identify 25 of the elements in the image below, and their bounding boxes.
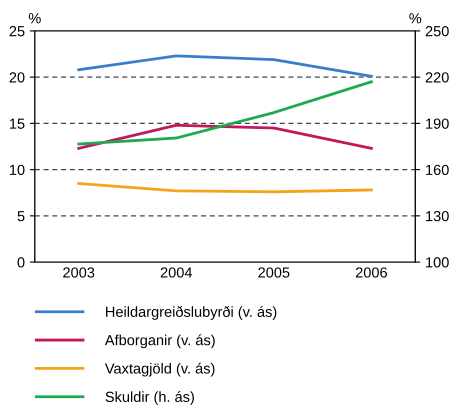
x-tick-label: 2003 bbox=[63, 267, 94, 278]
y-tick-label: 10 bbox=[10, 164, 25, 176]
line-series bbox=[77, 80, 373, 146]
x-tick-label: 2005 bbox=[258, 267, 290, 278]
y-tick-label: 20 bbox=[10, 72, 25, 83]
legend-label: Vaxtagjöld (v. ás) bbox=[104, 362, 214, 377]
legend-label: Heildargreiðslubyrði (v. ás) bbox=[106, 306, 276, 320]
y-tick-label: 0 bbox=[18, 257, 25, 268]
y2-tick-label: 190 bbox=[426, 118, 449, 129]
line-series bbox=[77, 182, 373, 194]
x-tick-label: 2006 bbox=[356, 267, 387, 278]
y-tick-label: 15 bbox=[10, 118, 24, 129]
y2-tick-label: 220 bbox=[426, 72, 449, 83]
y2-tick-label: 160 bbox=[426, 164, 449, 176]
x-tick-label: 2004 bbox=[160, 267, 192, 278]
y2-axis-title: % bbox=[409, 13, 422, 24]
legend-label: Afborganir (v. ás) bbox=[104, 334, 215, 348]
y2-tick-label: 250 bbox=[426, 26, 449, 36]
line-series bbox=[77, 54, 373, 78]
legend-label: Skuldir (h. ás) bbox=[106, 391, 194, 405]
y2-tick-label: 130 bbox=[426, 210, 449, 222]
y2-tick-label: 100 bbox=[426, 257, 449, 268]
y-tick-label: 25 bbox=[10, 26, 24, 36]
y-tick-label: 5 bbox=[18, 211, 24, 222]
y-axis-title: % bbox=[28, 13, 41, 24]
